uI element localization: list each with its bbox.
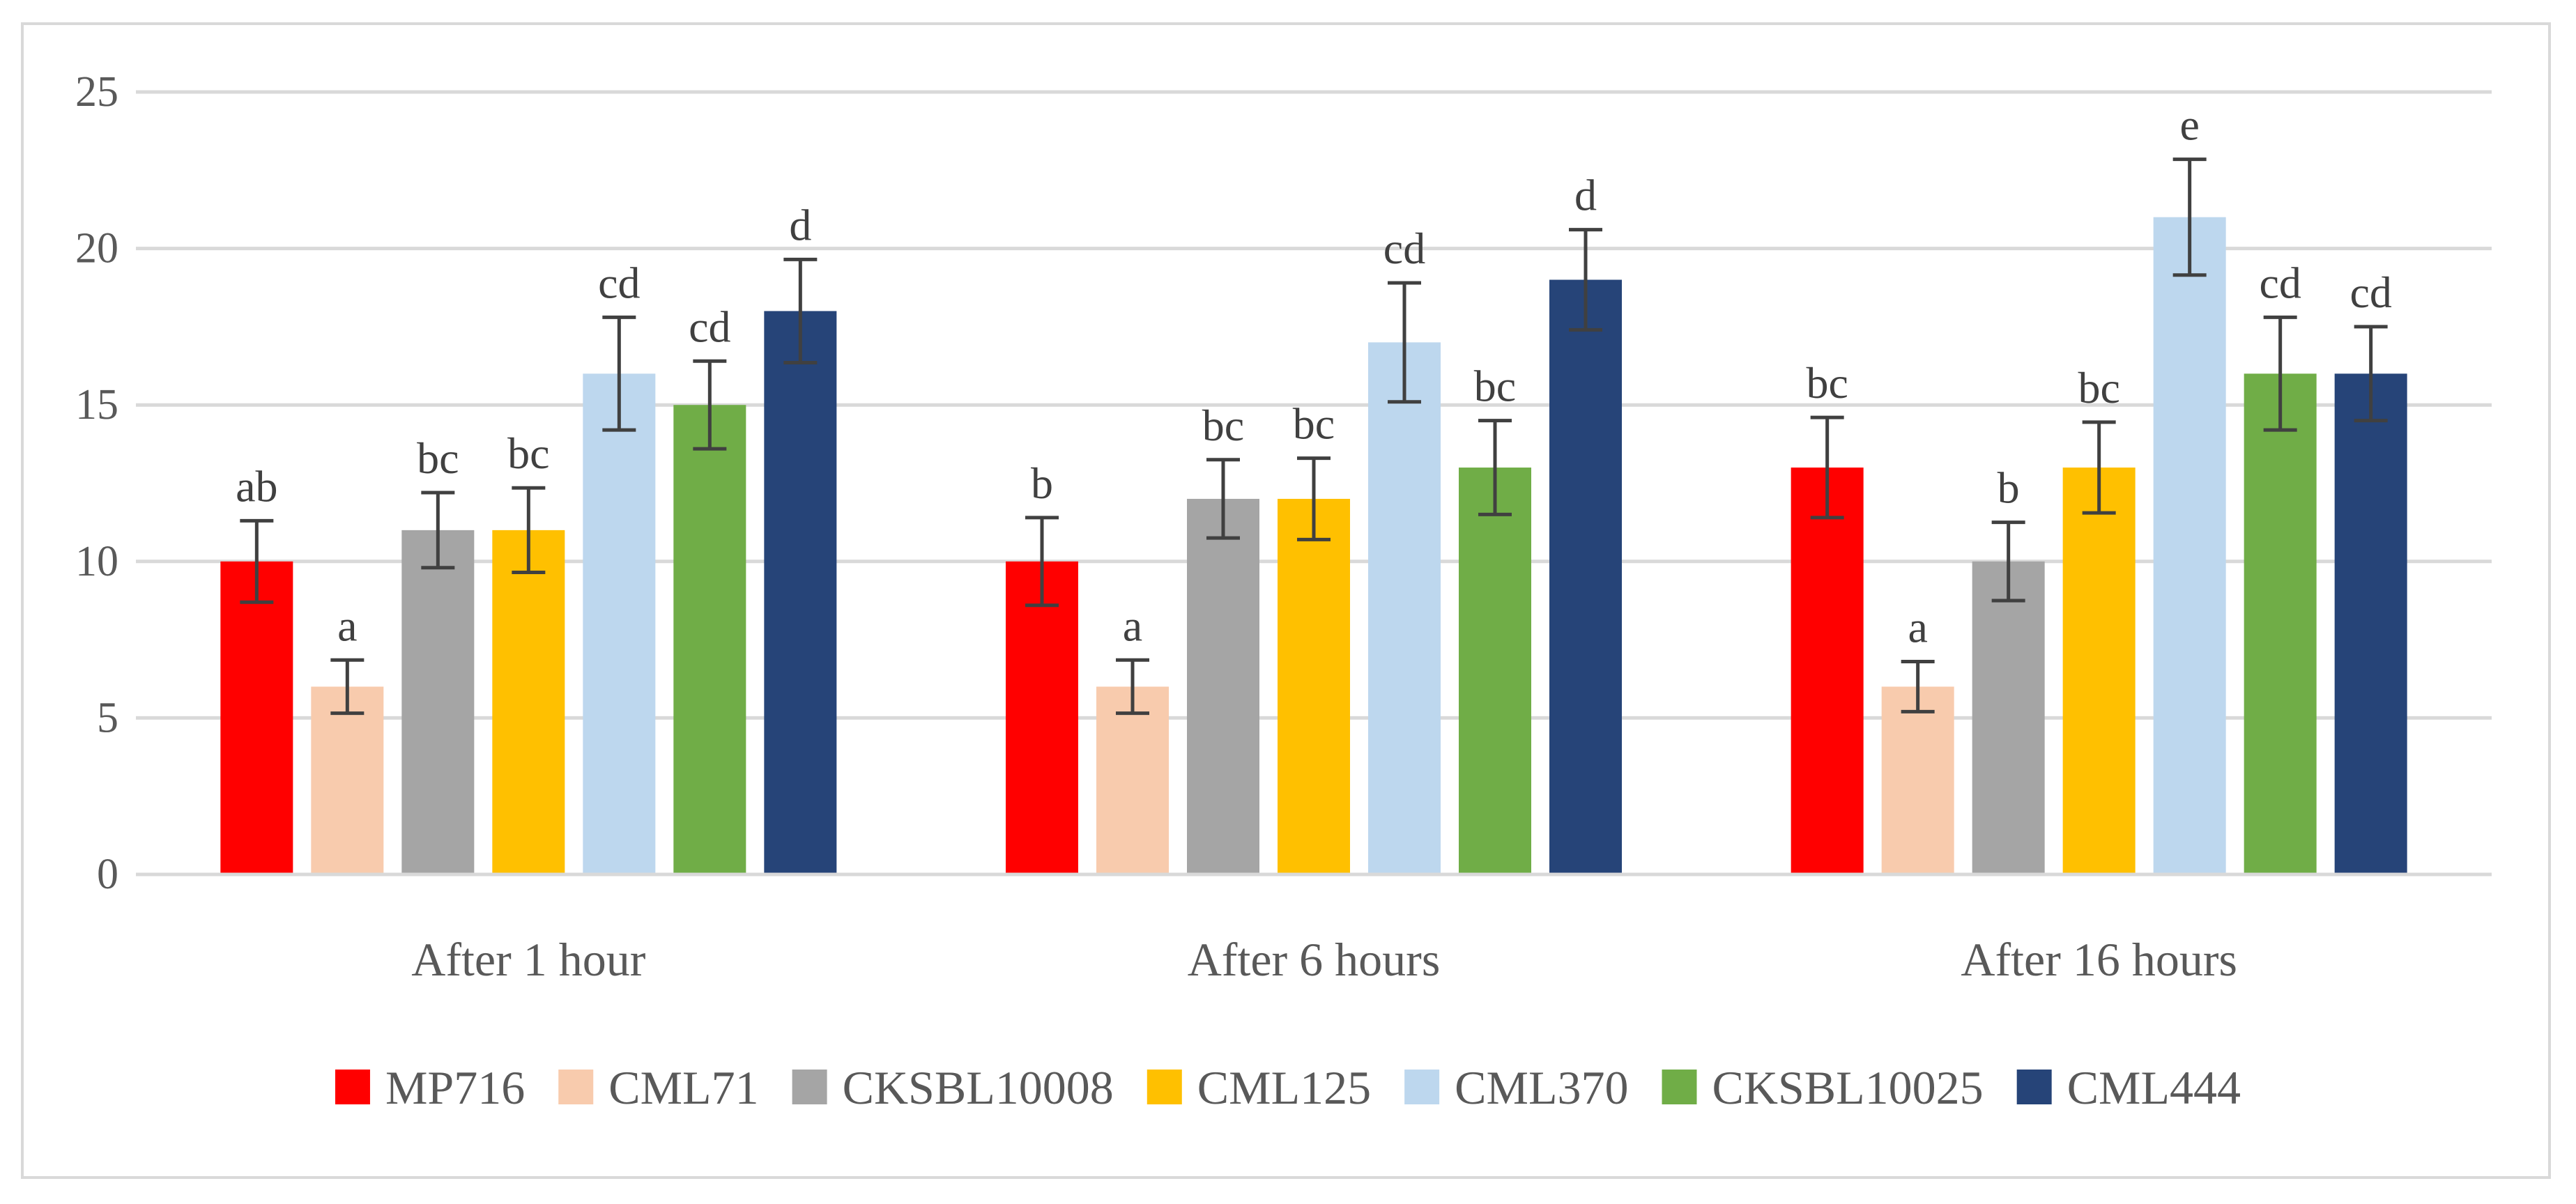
legend-swatch-MP716: [335, 1070, 370, 1104]
bar-CKSBL10008-1: [1187, 498, 1259, 874]
bar-CML125-2: [2062, 468, 2136, 874]
significance-letter: cd: [598, 258, 640, 307]
significance-letter: cd: [689, 302, 730, 351]
significance-letter: e: [2179, 100, 2199, 150]
legend-label: CML125: [1197, 1061, 1371, 1114]
bar-CML71-2: [1881, 686, 1954, 874]
significance-letter: bc: [1202, 401, 1244, 450]
y-tick-label: 5: [97, 694, 118, 741]
significance-letter: bc: [1474, 362, 1516, 411]
x-category-label: After 6 hours: [1188, 933, 1441, 986]
legend-label: CML444: [2067, 1061, 2241, 1114]
bar-CKSBL10008-0: [401, 530, 475, 874]
bar-CML125-0: [492, 530, 565, 874]
y-tick-label: 10: [75, 538, 118, 585]
x-category-label: After 16 hours: [1961, 933, 2237, 986]
bar-CML71-0: [311, 686, 384, 874]
x-category-label: After 1 hour: [411, 933, 645, 986]
legend-label: MP716: [385, 1061, 525, 1114]
bar-CML370-2: [2153, 217, 2226, 874]
significance-letter: bc: [507, 429, 549, 478]
significance-letter: cd: [1383, 224, 1425, 273]
legend-label: CKSBL10025: [1712, 1061, 1984, 1114]
significance-letter: bc: [1806, 358, 1848, 408]
legend-label: CML370: [1455, 1061, 1628, 1114]
significance-letter: bc: [417, 433, 459, 483]
significance-letter: d: [789, 200, 811, 249]
legend-label: CKSBL10008: [843, 1061, 1114, 1114]
legend-swatch-CML370: [1404, 1070, 1440, 1104]
bar-CML370-1: [1368, 342, 1441, 874]
bar-CML71-1: [1096, 686, 1169, 874]
bar-CKSBL10025-2: [2244, 373, 2317, 874]
legend-swatch-CKSBL10008: [792, 1070, 827, 1104]
legend-swatch-CKSBL10025: [1662, 1070, 1697, 1104]
legend-swatch-CML444: [2016, 1070, 2052, 1104]
bar-CML444-0: [764, 311, 837, 874]
y-tick-label: 0: [97, 851, 118, 898]
significance-letter: cd: [2259, 258, 2301, 307]
significance-letter: a: [1123, 601, 1142, 650]
y-tick-label: 20: [75, 225, 118, 272]
significance-letter: a: [337, 601, 357, 650]
bar-CKSBL10025-1: [1459, 468, 1531, 874]
significance-letter: a: [1908, 603, 1927, 652]
significance-letter: bc: [2078, 363, 2119, 412]
bar-CML444-1: [1549, 279, 1622, 874]
significance-letter: bc: [1293, 399, 1335, 449]
bar-CML370-0: [583, 373, 656, 874]
bar-MP716-1: [1006, 561, 1078, 874]
legend-swatch-CML125: [1147, 1070, 1182, 1104]
legend-swatch-CML71: [558, 1070, 594, 1104]
y-tick-label: 25: [75, 68, 118, 116]
significance-letter: d: [1574, 171, 1597, 220]
legend-label: CML71: [608, 1061, 758, 1114]
significance-letter: cd: [2349, 268, 2391, 317]
bar-MP716-2: [1791, 468, 1864, 874]
significance-letter: b: [1998, 463, 2020, 513]
bar-CML444-2: [2334, 373, 2407, 874]
bar-MP716-0: [220, 561, 293, 874]
bar-CKSBL10008-2: [1972, 561, 2045, 874]
significance-letter: ab: [236, 461, 277, 511]
bar-CML125-1: [1278, 498, 1350, 874]
significance-letter: b: [1031, 458, 1053, 508]
y-tick-label: 15: [75, 381, 118, 429]
bar-CKSBL10025-0: [673, 405, 746, 874]
